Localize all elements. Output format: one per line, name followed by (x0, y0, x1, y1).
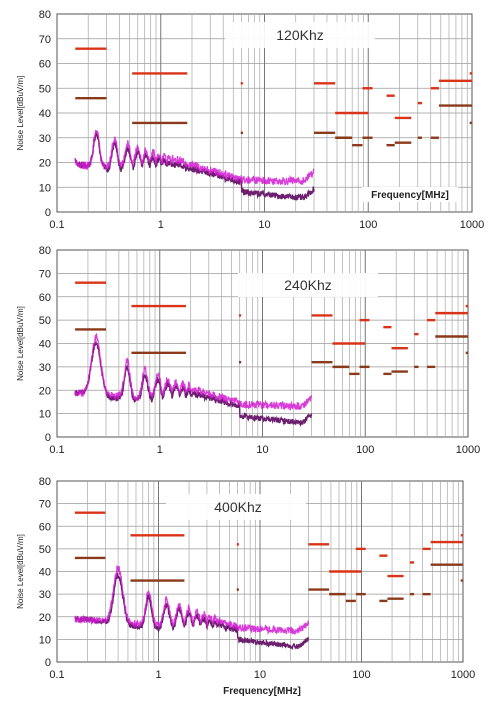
chart-title-2: 240Khz (284, 277, 331, 293)
title-box-2 (238, 273, 378, 297)
x-tick-label-3: 0.1 (49, 669, 64, 681)
chart-title-1: 120Khz (276, 27, 323, 43)
x-tick-label-2: 1 (157, 444, 163, 456)
y-tick-label-1: 10 (39, 182, 51, 194)
y-tick-label-1: 20 (39, 158, 51, 170)
x-tick-label-3: 10 (254, 669, 266, 681)
x-tick-label-3: 1 (155, 669, 161, 681)
y-tick-label-3: 50 (39, 544, 51, 556)
y-tick-label-1: 30 (39, 133, 51, 145)
y-tick-label-3: 10 (39, 634, 51, 646)
y-axis-label-1: Noise Level[dBuV/m] (16, 76, 25, 151)
y-tick-label-1: 0 (45, 207, 51, 219)
y-tick-label-2: 30 (39, 362, 51, 374)
y-tick-label-3: 80 (39, 476, 51, 488)
x-tick-label-2: 1000 (456, 444, 480, 456)
y-tick-label-2: 0 (45, 432, 51, 444)
series-b-line-1 (74, 129, 315, 186)
x-axis-label-3: Frequency[MHz] (223, 686, 301, 697)
y-tick-label-3: 40 (39, 567, 51, 579)
x-tick-label-2: 0.1 (49, 444, 64, 456)
y-axis-label-2: Noise Level[dBuV/m] (16, 306, 25, 381)
y-axis-label-3: Noise Level[dBuV/m] (16, 534, 25, 609)
y-tick-label-3: 30 (39, 589, 51, 601)
y-tick-label-3: 60 (39, 521, 51, 533)
title-box-1 (225, 22, 375, 48)
y-tick-label-1: 70 (39, 34, 51, 46)
y-tick-label-2: 80 (39, 245, 51, 257)
y-tick-label-1: 80 (39, 9, 51, 21)
y-tick-label-3: 0 (45, 657, 51, 669)
series-b-line-3 (74, 565, 309, 636)
y-tick-label-1: 40 (39, 108, 51, 120)
y-tick-label-2: 10 (39, 409, 51, 421)
series-b-line-2 (74, 332, 313, 411)
x-tick-label-2: 10 (256, 444, 268, 456)
y-tick-label-2: 50 (39, 315, 51, 327)
y-tick-label-3: 20 (39, 612, 51, 624)
x-tick-label-1: 10 (258, 219, 270, 231)
x-tick-label-3: 1000 (451, 669, 475, 681)
x-tick-label-2: 100 (356, 444, 374, 456)
x-tick-label-3: 100 (352, 669, 370, 681)
y-tick-label-1: 60 (39, 59, 51, 71)
y-tick-label-2: 20 (39, 385, 51, 397)
title-box-3 (166, 494, 306, 520)
x-tick-label-1: 1 (158, 219, 164, 231)
x-tick-label-1: 0.1 (49, 219, 64, 231)
y-tick-label-2: 70 (39, 268, 51, 280)
y-tick-label-1: 50 (39, 83, 51, 95)
x-label-box-1 (362, 187, 458, 202)
y-tick-label-3: 70 (39, 499, 51, 511)
x-axis-label-1: Frequency[MHz] (371, 190, 449, 201)
x-tick-label-1: 1000 (460, 219, 484, 231)
series-a-line-3 (74, 572, 310, 650)
x-tick-label-1: 100 (359, 219, 377, 231)
chart-title-3: 400Khz (214, 499, 261, 515)
y-tick-label-2: 60 (39, 292, 51, 304)
y-tick-label-2: 40 (39, 339, 51, 351)
